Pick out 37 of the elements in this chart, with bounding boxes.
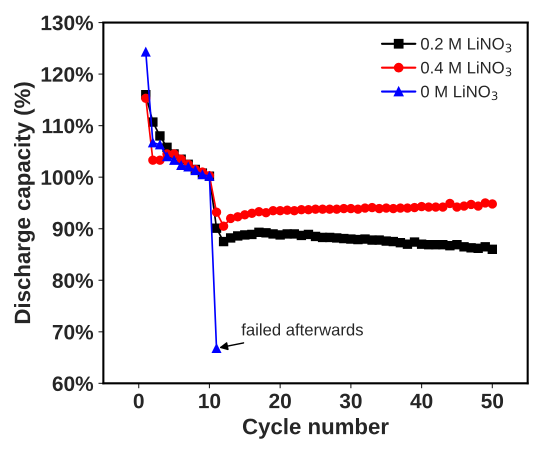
point: [445, 198, 455, 208]
point: [488, 244, 498, 254]
y-tick-label: 120%: [42, 67, 94, 82]
point: [488, 199, 498, 209]
legend-label: 0.4 M LiNO$_{3}$: [421, 61, 512, 76]
x-tick-label: 30: [340, 394, 362, 408]
point: [169, 155, 179, 165]
point: [438, 202, 448, 212]
x-tick-label: 20: [269, 394, 291, 408]
point: [162, 152, 172, 162]
x-tick-label: 0: [134, 394, 144, 408]
y-tick-label: 60%: [52, 376, 94, 392]
y-tick-label: 100%: [42, 170, 94, 185]
legend-label: 0 M LiNO$_{3}$: [421, 85, 498, 100]
annotation: failed afterwards: [242, 323, 363, 336]
point: [473, 201, 483, 211]
point: [212, 208, 222, 217]
x-tick-label: 40: [410, 394, 432, 408]
x-tick-label: 50: [481, 394, 504, 408]
y-tick-label: 80%: [52, 273, 94, 288]
legend-label: 0.2 M LiNO$_{3}$: [421, 37, 512, 52]
x-tick-label: 10: [199, 394, 220, 408]
y-tick-label: 70%: [52, 324, 94, 340]
y-axis-title: Discharge capacity (%): [14, 82, 35, 324]
point: [155, 155, 165, 165]
x-axis-title: Cycle number: [242, 418, 389, 439]
point: [184, 162, 193, 172]
y-tick-label: 130%: [42, 16, 94, 30]
point: [176, 160, 186, 170]
point: [212, 344, 222, 353]
point: [155, 140, 165, 150]
point: [141, 47, 150, 57]
point: [155, 131, 165, 141]
y-tick-label: 90%: [52, 222, 94, 236]
y-tick-label: 110%: [42, 118, 94, 134]
point: [148, 138, 158, 148]
point: [218, 221, 228, 231]
